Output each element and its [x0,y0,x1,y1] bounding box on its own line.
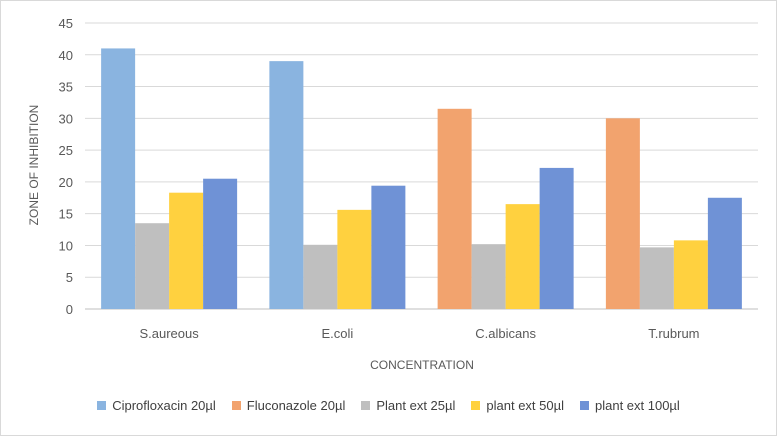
legend-swatch [361,401,371,410]
y-tick-label: 30 [59,111,73,126]
x-axis-label: CONCENTRATION [370,358,474,372]
y-tick-label: 5 [66,270,73,285]
x-axis-ticks: S.aureous E.coli C.albicans T.rubrum [139,326,699,341]
bar-t-rubrum-series-3 [673,240,708,309]
x-tick-label: S.aureous [139,326,199,341]
legend-label: Fluconazole 20µl [246,398,346,413]
legend-swatch [471,401,481,410]
legend-item: Ciprofloxacin 20µl [97,398,216,413]
bar-c-albicans-series-1 [437,108,472,309]
x-tick-label: T.rubrum [648,326,699,341]
bar-e-coli-series-2 [303,244,338,309]
legend-label: Plant ext 25µl [376,398,456,413]
y-axis-label: ZONE OF INHIBITION [27,105,41,226]
legend-swatch [579,401,589,410]
y-tick-label: 0 [66,302,73,317]
legend-label: plant ext 50µl [486,398,564,413]
legend-item: Fluconazole 20µl [231,398,346,413]
x-tick-label: E.coli [321,326,353,341]
legend-swatch [97,401,107,410]
bar-s-aureous-series-4 [203,178,238,309]
bar-s-aureous-series-3 [169,192,204,309]
bar-c-albicans-series-3 [505,204,540,309]
bar-e-coli-series-3 [337,209,372,309]
legend-item: plant ext 50µl [471,398,564,413]
bar-t-rubrum-series-4 [707,197,742,309]
bar-e-coli-series-0 [269,61,304,310]
legend-label: Ciprofloxacin 20µl [112,398,216,413]
y-tick-label: 45 [59,16,73,31]
legend-item: Plant ext 25µl [361,398,455,413]
y-tick-label: 10 [59,238,73,253]
x-tick-label: C.albicans [475,326,536,341]
bars [101,48,742,310]
y-tick-label: 40 [59,48,73,63]
bar-c-albicans-series-2 [471,244,506,309]
legend-swatch [231,401,241,410]
y-tick-label: 20 [59,175,73,190]
legend-label: plant ext 100µl [594,398,680,413]
bar-c-albicans-series-4 [539,167,574,309]
bar-t-rubrum-series-2 [639,247,674,309]
y-tick-label: 35 [59,80,73,95]
bar-s-aureous-series-0 [101,48,136,310]
legend-item: plant ext 100µl [579,398,680,413]
bar-e-coli-series-4 [371,185,406,309]
bar-s-aureous-series-2 [135,223,170,309]
y-tick-label: 25 [59,143,73,158]
y-tick-label: 15 [59,207,73,222]
legend: Ciprofloxacin 20µl Fluconazole 20µl Plant … [0,398,777,413]
bar-t-rubrum-series-1 [605,118,640,309]
y-axis-ticks: 0 5 10 15 20 25 30 35 40 45 [59,16,73,317]
